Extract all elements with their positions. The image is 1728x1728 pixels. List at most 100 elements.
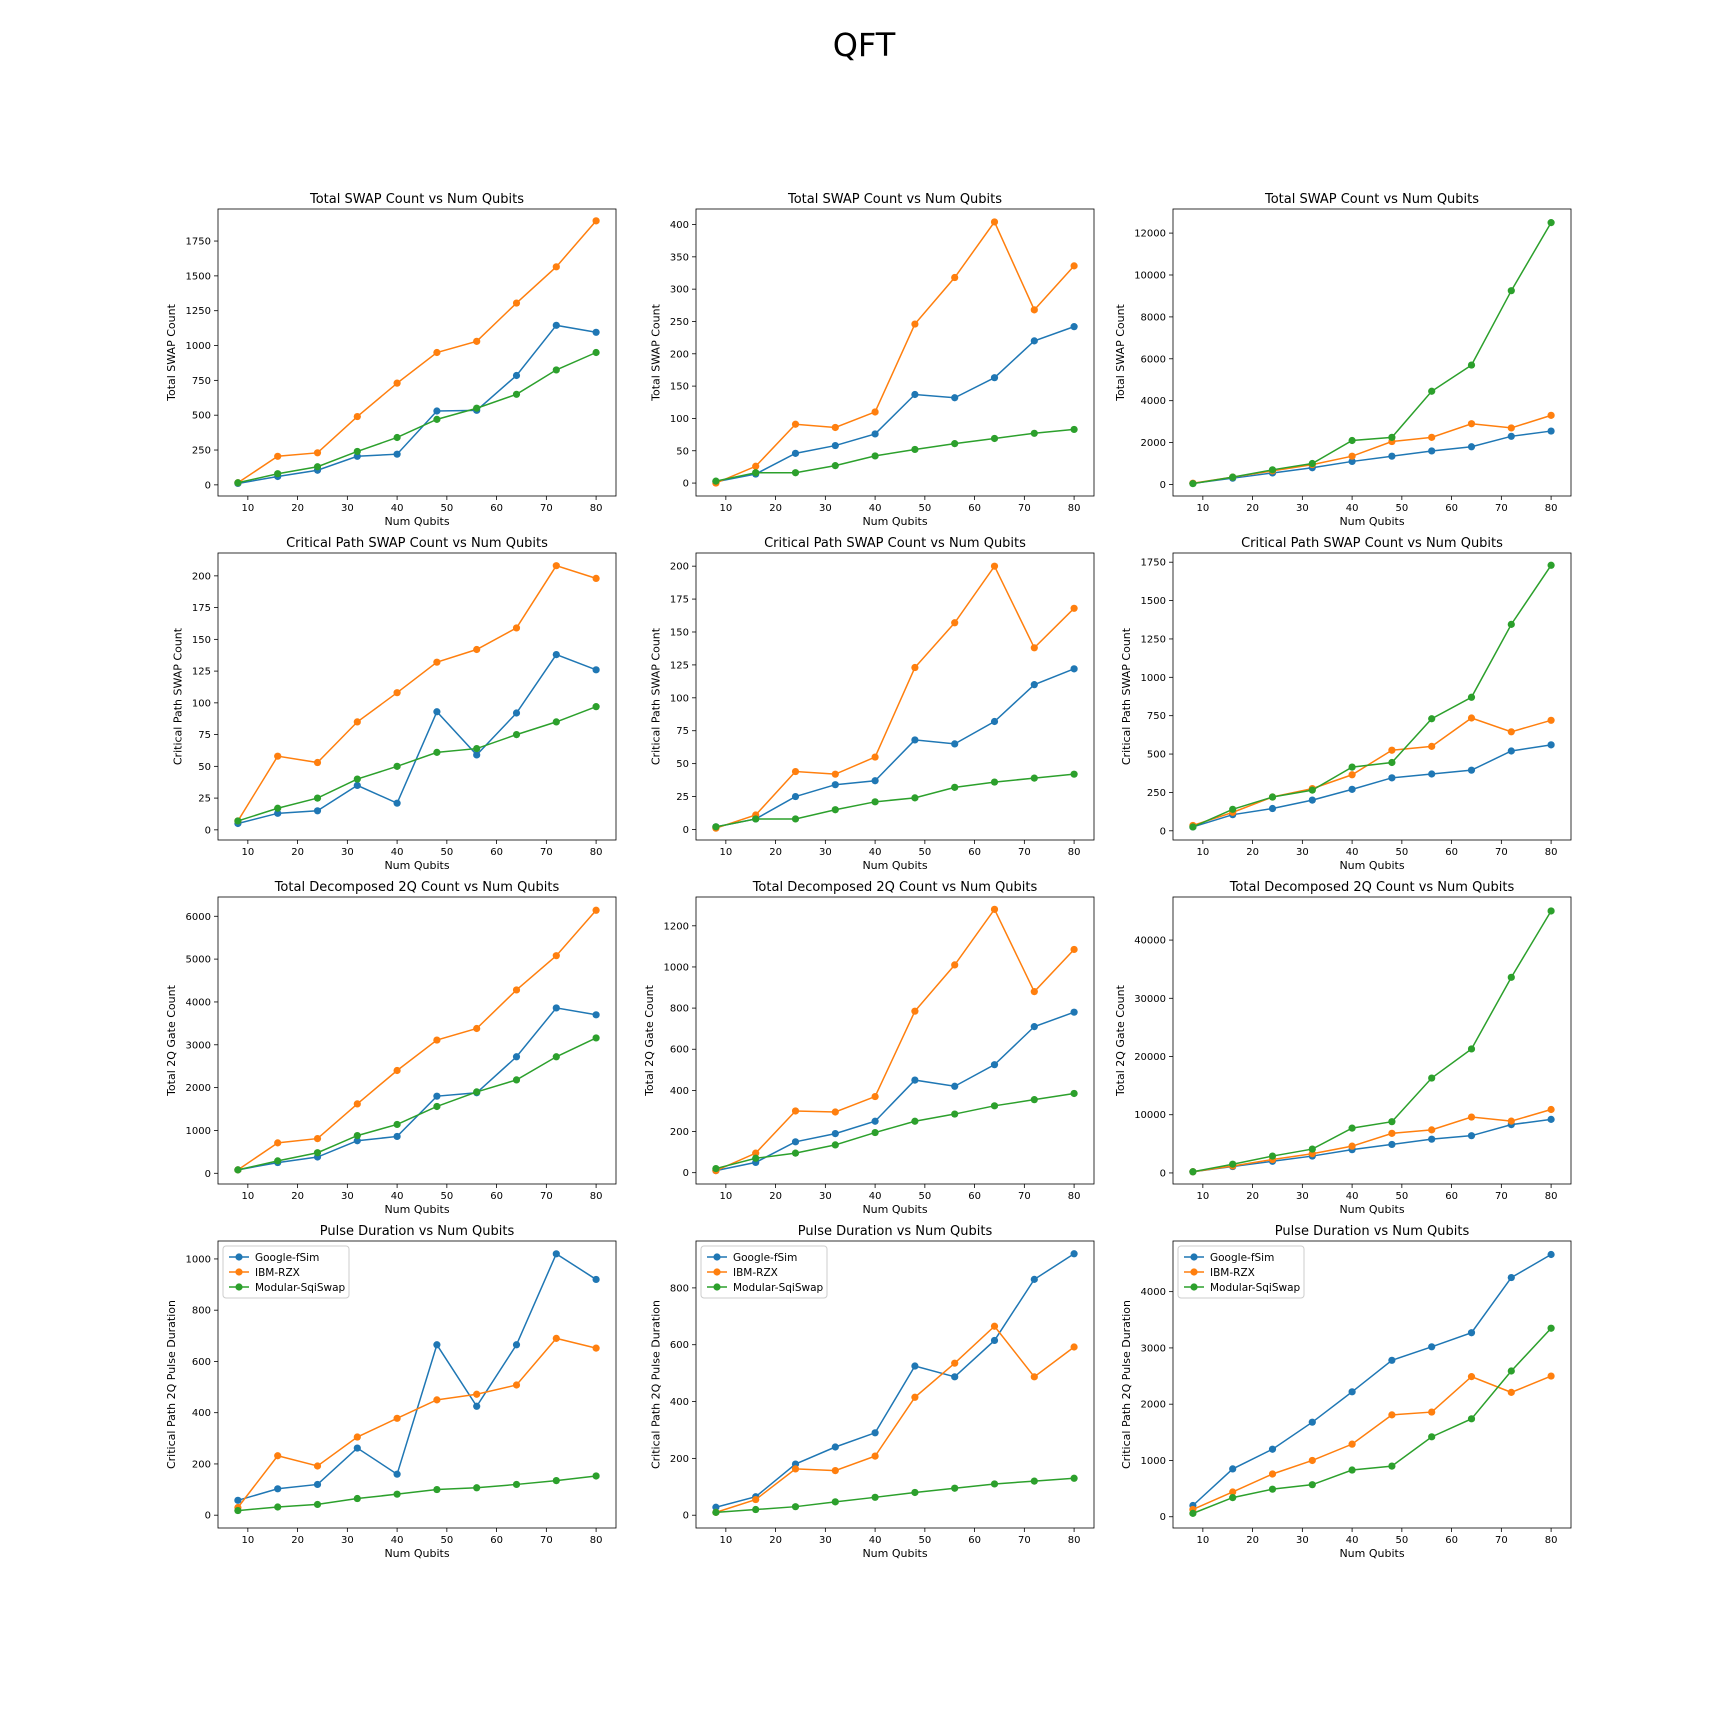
data-point bbox=[1070, 323, 1078, 331]
plot-frame bbox=[217, 208, 617, 497]
x-tick-label: 10 bbox=[719, 503, 732, 514]
data-point bbox=[951, 440, 959, 448]
data-point bbox=[911, 1362, 919, 1370]
data-point bbox=[1388, 452, 1396, 460]
x-tick-label: 40 bbox=[1346, 1535, 1359, 1546]
data-point bbox=[911, 663, 919, 672]
legend-entry: IBM-RZX bbox=[255, 1267, 300, 1279]
data-point bbox=[512, 730, 521, 739]
x-tick-label: 80 bbox=[1545, 503, 1558, 514]
data-point bbox=[1348, 457, 1356, 466]
x-tick-label: 10 bbox=[1196, 1191, 1209, 1202]
subplot-5: Critical Path SWAP Count vs Num Qubits 10… bbox=[649, 536, 1095, 872]
data-point bbox=[1428, 1408, 1436, 1416]
data-point bbox=[1030, 988, 1038, 996]
data-point bbox=[1348, 763, 1356, 771]
x-tick-label: 50 bbox=[1395, 1535, 1408, 1546]
data-point bbox=[353, 412, 361, 421]
data-point bbox=[313, 449, 322, 457]
subplot-11: Pulse Duration vs Num Qubits 10 20 30 40 50 60… bbox=[649, 1224, 1095, 1560]
data-point bbox=[1467, 766, 1476, 774]
subplot-title: Total Decomposed 2Q Count vs Num Qubits bbox=[1229, 880, 1515, 895]
data-point bbox=[552, 562, 560, 570]
series-line bbox=[1192, 414, 1552, 484]
data-point bbox=[1030, 429, 1038, 437]
data-point bbox=[1189, 480, 1197, 488]
legend-box bbox=[222, 1245, 350, 1299]
data-point bbox=[552, 321, 560, 329]
subplot-4: Critical Path SWAP Count vs Num Qubits 10… bbox=[171, 536, 617, 872]
x-tick-label: 60 bbox=[1445, 1535, 1458, 1546]
y-tick-label: 400 bbox=[670, 1397, 689, 1408]
data-point bbox=[274, 452, 282, 460]
series-IBM-RZX bbox=[1189, 1105, 1555, 1176]
data-point bbox=[1507, 432, 1515, 440]
y-tick-label: 4000 bbox=[186, 997, 211, 1008]
data-point bbox=[313, 1134, 322, 1143]
data-point bbox=[1030, 774, 1038, 782]
data-point bbox=[393, 1132, 401, 1141]
data-point bbox=[1507, 620, 1515, 628]
data-point bbox=[1189, 1168, 1197, 1176]
data-point bbox=[274, 804, 282, 812]
x-axis-label: Num Qubits bbox=[384, 1203, 449, 1216]
x-tick-label: 70 bbox=[1018, 1535, 1031, 1546]
y-tick-label: 350 bbox=[670, 252, 689, 263]
data-point bbox=[712, 823, 720, 831]
data-point bbox=[1070, 425, 1078, 434]
y-tick-label: 20000 bbox=[1134, 1052, 1166, 1063]
x-tick-label: 70 bbox=[1495, 1535, 1508, 1546]
data-point bbox=[1507, 424, 1515, 432]
x-tick-label: 30 bbox=[341, 1191, 354, 1202]
x-tick-label: 20 bbox=[769, 503, 782, 514]
subplot-title: Total SWAP Count vs Num Qubits bbox=[309, 192, 524, 207]
data-point bbox=[1308, 1481, 1316, 1489]
x-tick-label: 70 bbox=[540, 503, 553, 514]
data-point bbox=[234, 1166, 242, 1174]
data-point bbox=[1507, 287, 1515, 295]
data-point bbox=[831, 770, 839, 778]
data-point bbox=[831, 441, 839, 450]
data-point bbox=[1070, 262, 1078, 270]
data-point bbox=[313, 1149, 322, 1157]
data-point bbox=[274, 1452, 282, 1460]
data-point bbox=[831, 1141, 839, 1149]
data-point bbox=[1229, 1160, 1237, 1168]
data-point bbox=[1467, 420, 1476, 428]
y-tick-label: 1200 bbox=[664, 921, 689, 932]
data-point bbox=[1507, 1273, 1515, 1282]
data-point bbox=[274, 752, 282, 760]
x-tick-label: 50 bbox=[1395, 847, 1408, 858]
data-point bbox=[1348, 1142, 1356, 1150]
subplot-3: Total SWAP Count vs Num Qubits 10 20 30 40 50… bbox=[1114, 192, 1572, 528]
data-point bbox=[951, 1082, 959, 1090]
y-tick-label: 30000 bbox=[1134, 994, 1166, 1005]
data-point bbox=[1268, 1485, 1277, 1493]
y-tick-label: 500 bbox=[1147, 750, 1166, 761]
y-axis-label: Total 2Q Gate Count bbox=[1114, 984, 1127, 1097]
series-Modular-SqiSwap bbox=[1189, 1324, 1555, 1517]
data-point bbox=[951, 273, 959, 282]
x-tick-label: 60 bbox=[968, 1191, 981, 1202]
data-point bbox=[951, 1484, 959, 1492]
y-tick-label: 2000 bbox=[1141, 438, 1166, 449]
data-point bbox=[393, 450, 401, 458]
subplot-10: Pulse Duration vs Num Qubits 10 20 30 40 50 60… bbox=[165, 1224, 617, 1560]
x-tick-label: 50 bbox=[440, 503, 453, 514]
legend-swatch-marker bbox=[235, 1283, 243, 1291]
series-line bbox=[237, 909, 597, 1171]
subplot-7: Total Decomposed 2Q Count vs Num Qubits 1… bbox=[165, 880, 617, 1216]
series-line bbox=[715, 325, 1075, 483]
y-tick-label: 175 bbox=[192, 603, 211, 614]
legend: Google-fSim IBM-RZX Modular-SqiSwap bbox=[222, 1245, 350, 1299]
data-point bbox=[393, 379, 401, 387]
data-point bbox=[712, 1508, 720, 1516]
data-point bbox=[1547, 1324, 1555, 1332]
x-tick-label: 70 bbox=[540, 1535, 553, 1546]
data-point bbox=[313, 463, 322, 471]
y-tick-label: 10000 bbox=[1134, 270, 1166, 281]
plot-frame bbox=[695, 552, 1095, 841]
x-tick-label: 10 bbox=[241, 847, 254, 858]
data-point bbox=[1070, 770, 1078, 778]
data-point bbox=[752, 1495, 760, 1504]
